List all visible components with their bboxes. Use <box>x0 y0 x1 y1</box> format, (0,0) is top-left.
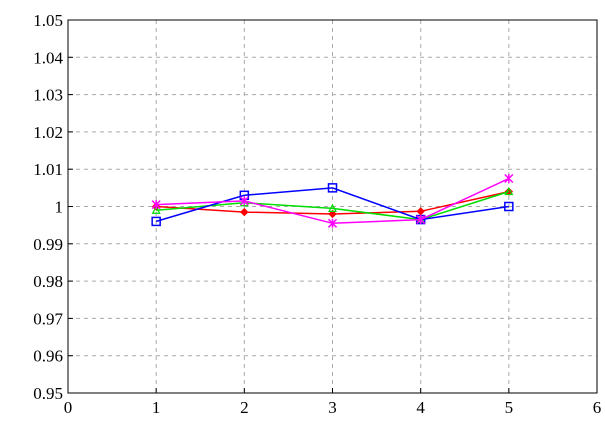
y-tick-label: 0.99 <box>33 235 63 254</box>
data-point <box>151 200 161 210</box>
y-tick-label: 0.97 <box>33 309 63 328</box>
grid-lines <box>68 20 597 393</box>
data-point <box>239 196 249 206</box>
y-tick-label: 1.05 <box>33 11 63 30</box>
data-point <box>151 205 161 214</box>
x-tick-label: 5 <box>505 398 514 417</box>
data-point <box>327 203 338 212</box>
data-point <box>328 209 337 219</box>
data-point <box>504 173 514 184</box>
data-point <box>504 201 514 212</box>
y-axis-tick-labels: 0.95 0.96 0.97 0.98 0.99 1 1.01 1.02 1.03 1.04 1.0… <box>33 11 63 403</box>
y-tick-label: 1.01 <box>33 160 63 179</box>
y-tick-label: 0.96 <box>33 347 63 366</box>
x-tick-label: 0 <box>64 398 73 417</box>
y-tick-label: 0.95 <box>33 384 63 403</box>
series-line <box>155 187 509 223</box>
y-tick-label: 1.03 <box>33 86 63 105</box>
series-layer <box>151 173 514 228</box>
data-point <box>416 215 426 225</box>
y-tick-label: 1 <box>55 198 64 217</box>
x-tick-label: 2 <box>240 398 249 417</box>
data-point <box>240 207 249 217</box>
x-tick-label: 1 <box>152 398 161 417</box>
data-point <box>151 216 161 227</box>
y-tick-label: 1.02 <box>33 123 63 142</box>
x-tick-label: 4 <box>416 398 425 417</box>
y-tick-label: 1.04 <box>33 48 63 67</box>
data-point <box>504 186 514 196</box>
x-axis-tick-labels: 0 1 2 3 4 5 6 <box>64 398 602 417</box>
data-point <box>416 207 425 216</box>
data-point <box>327 183 338 193</box>
y-tick-label: 0.98 <box>33 272 63 291</box>
x-tick-label: 3 <box>328 398 337 417</box>
x-tick-label: 6 <box>593 398 602 417</box>
series-3 <box>151 183 514 227</box>
data-point <box>327 218 338 228</box>
series-4 <box>151 173 514 228</box>
series-line <box>156 190 510 221</box>
